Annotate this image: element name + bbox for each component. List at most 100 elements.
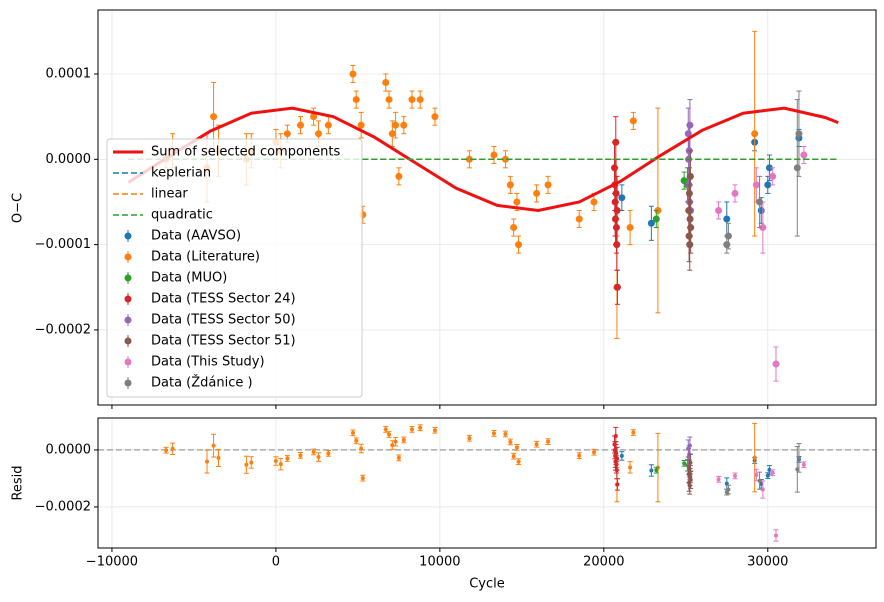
data-point — [653, 466, 659, 474]
plot-frame — [97, 417, 877, 549]
marker — [685, 232, 693, 240]
data-point — [544, 175, 552, 194]
marker — [393, 439, 398, 444]
marker — [408, 96, 416, 104]
data-point — [382, 73, 390, 92]
marker — [383, 427, 388, 432]
y-tick-label: 0.0000 — [46, 152, 92, 167]
data-point — [278, 457, 284, 471]
marker — [546, 439, 551, 444]
data-point — [647, 205, 655, 241]
data-point — [591, 448, 597, 456]
marker — [618, 194, 626, 202]
marker — [298, 453, 303, 458]
marker — [759, 224, 767, 232]
marker — [631, 430, 636, 435]
data-point — [502, 430, 508, 438]
data-point — [801, 461, 807, 469]
marker — [244, 462, 249, 467]
data-point — [296, 116, 304, 135]
marker — [716, 477, 721, 482]
data-point — [764, 175, 772, 194]
marker — [773, 533, 778, 538]
data-point — [515, 235, 523, 254]
marker — [533, 189, 541, 197]
marker — [491, 431, 496, 436]
data-point — [626, 209, 634, 246]
marker — [400, 121, 408, 129]
marker — [767, 467, 772, 472]
data-point — [352, 90, 360, 109]
legend-label: Data (MUO) — [151, 271, 227, 286]
x-axis-label: Cycle — [469, 577, 505, 592]
data-point — [163, 446, 169, 454]
marker — [686, 121, 694, 129]
data-point — [216, 448, 222, 467]
marker — [296, 121, 304, 129]
data-point — [204, 449, 210, 474]
data-point — [686, 99, 694, 152]
data-point — [576, 452, 582, 459]
data-point — [316, 452, 322, 462]
marker — [626, 224, 634, 232]
marker — [612, 138, 620, 146]
data-point — [723, 201, 731, 237]
marker — [315, 130, 323, 138]
data-point — [357, 111, 365, 139]
legend-label: Sum of selected components — [151, 145, 341, 160]
marker — [503, 431, 508, 436]
marker — [724, 481, 729, 486]
data-point — [393, 436, 399, 447]
data-point — [311, 448, 317, 456]
marker — [752, 455, 757, 460]
data-point — [392, 111, 400, 139]
marker — [349, 70, 357, 78]
marker — [715, 206, 723, 214]
marker — [324, 121, 332, 129]
data-point — [360, 474, 366, 482]
marker — [273, 459, 278, 464]
marker — [801, 462, 806, 467]
data-point — [401, 436, 407, 444]
legend-swatch — [124, 295, 132, 303]
legend-swatch — [124, 358, 132, 366]
marker — [757, 478, 762, 483]
data-point — [409, 426, 415, 433]
marker — [360, 476, 365, 481]
x-tick-label: 10000 — [419, 555, 460, 570]
data-point — [545, 438, 551, 446]
legend-label: Data (Ždánice ) — [151, 375, 253, 391]
marker — [510, 224, 518, 232]
legend-swatch — [124, 379, 132, 387]
data-point — [408, 90, 416, 109]
marker — [350, 430, 355, 435]
marker — [649, 468, 654, 473]
data-point — [766, 465, 772, 475]
data-point — [648, 464, 654, 477]
data-point — [652, 209, 660, 229]
y-tick-label: −0.0002 — [35, 499, 91, 514]
marker — [751, 130, 759, 138]
data-point — [432, 426, 438, 434]
marker — [687, 224, 695, 232]
data-point — [490, 146, 498, 165]
marker — [682, 461, 687, 466]
marker — [647, 219, 655, 227]
marker — [465, 155, 473, 163]
data-point — [772, 346, 780, 382]
data-point — [385, 90, 393, 109]
data-point — [796, 443, 802, 473]
marker — [211, 443, 216, 448]
marker — [396, 455, 401, 460]
marker — [613, 206, 621, 214]
marker — [591, 450, 596, 455]
data-point — [533, 184, 541, 203]
marker — [654, 468, 659, 473]
marker — [490, 151, 498, 159]
data-point — [687, 201, 695, 254]
data-point — [759, 201, 767, 254]
legend-label: Data (TESS Sector 50) — [151, 313, 296, 328]
data-point — [618, 184, 626, 211]
marker — [501, 155, 509, 163]
data-point — [732, 472, 738, 480]
